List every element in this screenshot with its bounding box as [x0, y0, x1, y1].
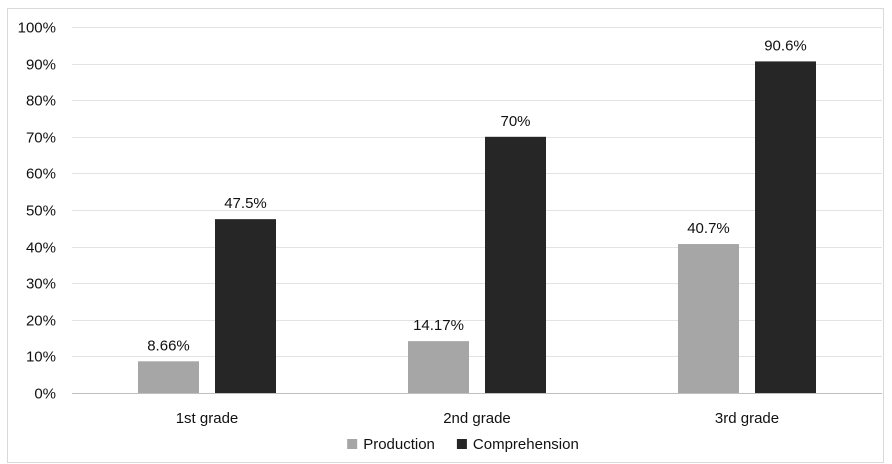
y-tick-label: 20%	[26, 313, 56, 330]
data-label: 47.5%	[224, 195, 267, 212]
gridlines	[72, 27, 882, 394]
legend-swatch	[456, 439, 467, 449]
y-tick-label: 30%	[26, 276, 56, 293]
data-label: 70%	[500, 113, 530, 130]
bar-production-3	[678, 244, 739, 393]
bar-comprehension-2	[485, 136, 546, 394]
y-tick-label: 80%	[26, 93, 56, 110]
x-category-label: 1st grade	[176, 410, 239, 427]
bars	[138, 61, 816, 394]
y-tick-label: 40%	[26, 240, 56, 257]
legend-swatch	[347, 439, 358, 449]
legend: Production Comprehension	[347, 436, 579, 453]
y-tick-label: 70%	[26, 130, 56, 147]
data-label: 40.7%	[687, 220, 730, 237]
y-tick-label: 90%	[26, 57, 56, 74]
y-tick-label: 10%	[26, 349, 56, 366]
y-tick-label: 0%	[34, 386, 56, 403]
data-label: 8.66%	[147, 337, 190, 354]
data-labels: 8.66% 47.5% 14.17% 70% 40.7% 90.6%	[147, 37, 807, 354]
x-category-label: 3rd grade	[715, 410, 779, 427]
x-category-label: 2nd grade	[443, 410, 511, 427]
chart-border	[7, 8, 884, 463]
x-axis-categories: 1st grade 2nd grade 3rd grade	[176, 410, 779, 427]
bar-production-1	[138, 361, 199, 393]
legend-item-comprehension: Comprehension	[456, 436, 579, 453]
legend-label: Production	[363, 436, 435, 453]
legend-label: Comprehension	[473, 436, 579, 453]
legend-item-production: Production	[347, 436, 435, 453]
bar-comprehension-1	[215, 219, 276, 393]
y-tick-label: 100%	[18, 20, 56, 37]
y-tick-label: 50%	[26, 203, 56, 220]
y-axis-ticks: 0% 10% 20% 30% 40% 50% 60% 70% 80% 90% 100%	[18, 20, 56, 403]
data-label: 14.17%	[413, 317, 464, 334]
bar-production-2	[408, 341, 469, 393]
bar-comprehension-3	[755, 61, 816, 394]
y-tick-label: 60%	[26, 166, 56, 183]
data-label: 90.6%	[764, 37, 807, 54]
